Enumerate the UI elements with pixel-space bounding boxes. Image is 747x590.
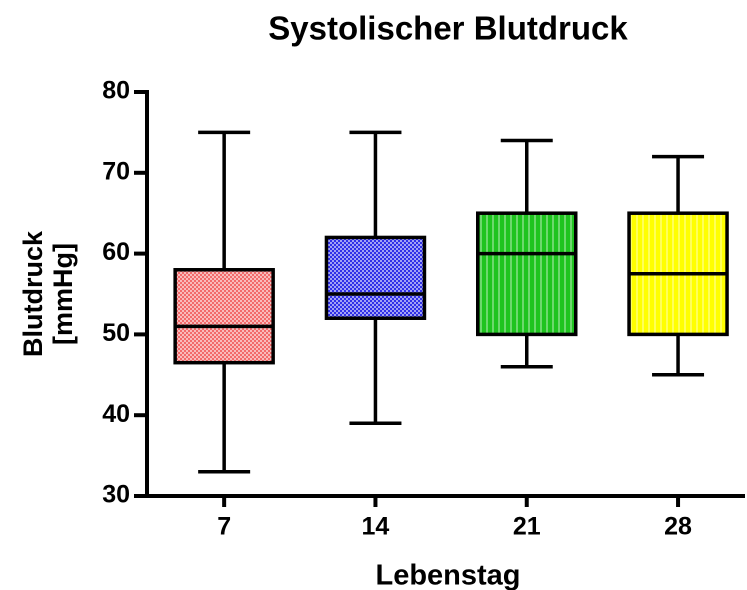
x-axis-label: Lebenstag xyxy=(375,560,520,590)
y-tick-label: 50 xyxy=(102,319,130,347)
box-group xyxy=(324,130,427,426)
x-tick-label: 28 xyxy=(664,513,692,541)
y-axis-label: Blutdruck [mmHg] xyxy=(18,230,78,357)
y-tick-label: 70 xyxy=(102,157,130,185)
y-axis-label-line: Blutdruck xyxy=(18,230,48,357)
box-group xyxy=(627,154,729,377)
box xyxy=(476,211,578,337)
x-tick-label: 21 xyxy=(513,513,541,541)
chart-title: Systolischer Blutdruck xyxy=(268,10,628,47)
x-tick-label: 14 xyxy=(362,513,390,541)
box xyxy=(324,235,427,320)
y-axis-label-line: [mmHg] xyxy=(48,243,78,345)
box-group xyxy=(173,130,275,474)
box-group xyxy=(476,138,578,369)
y-tick-label: 80 xyxy=(102,77,130,105)
box xyxy=(173,268,275,365)
y-tick-label: 60 xyxy=(102,238,130,266)
y-tick-label: 40 xyxy=(102,400,130,428)
x-tick-label: 7 xyxy=(217,513,231,541)
y-tick-label: 30 xyxy=(102,481,130,509)
